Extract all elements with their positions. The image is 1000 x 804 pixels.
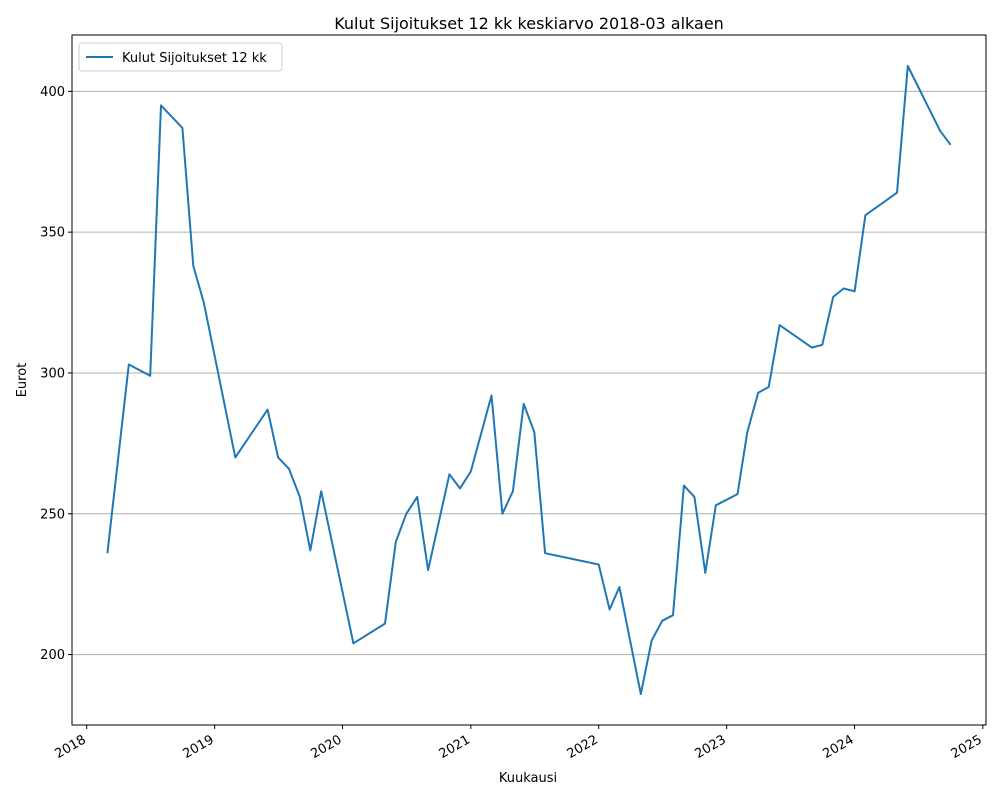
y-axis-ticks: 200 250 300 350 400 bbox=[40, 85, 72, 663]
plot-area-frame bbox=[71, 34, 987, 726]
y-tick-label: 250 bbox=[40, 507, 65, 522]
y-tick-label: 200 bbox=[40, 648, 65, 663]
y-tick-label: 400 bbox=[40, 85, 65, 100]
y-tick-label: 350 bbox=[40, 226, 65, 241]
gridlines bbox=[72, 90, 986, 656]
series-line bbox=[106, 65, 952, 695]
y-tick-label: 300 bbox=[40, 366, 65, 381]
legend-entry-label: Kulut Sijoitukset 12 kk bbox=[122, 51, 267, 66]
y-axis-label: Eurot bbox=[15, 363, 30, 398]
series-lines bbox=[106, 65, 952, 695]
chart-title: Kulut Sijoitukset 12 kk keskiarvo 2018-0… bbox=[334, 14, 724, 33]
legend-box bbox=[78, 42, 283, 72]
legend: Kulut Sijoitukset 12 kk bbox=[78, 42, 283, 72]
x-axis-label: Kuukausi bbox=[499, 771, 557, 786]
